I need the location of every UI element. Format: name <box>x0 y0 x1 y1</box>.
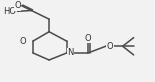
Text: O: O <box>106 42 113 51</box>
Text: O: O <box>85 34 91 43</box>
Text: O: O <box>20 37 26 46</box>
Text: O: O <box>14 1 21 10</box>
Text: HO: HO <box>3 7 16 16</box>
Text: N: N <box>67 48 74 57</box>
